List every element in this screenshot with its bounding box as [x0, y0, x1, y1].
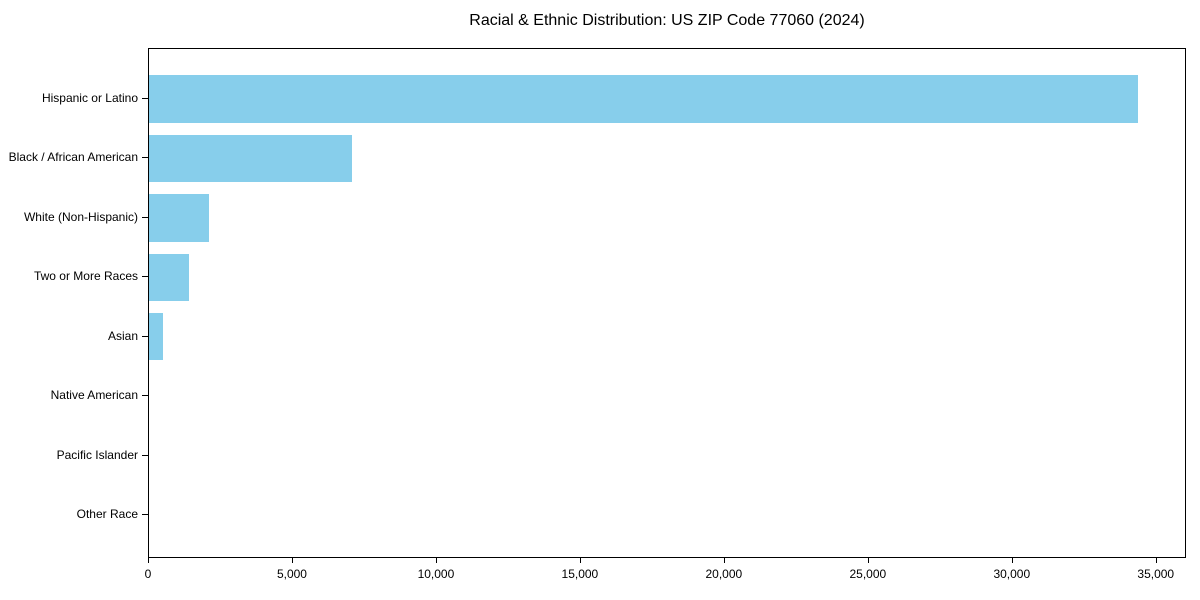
x-tick-label-30-000: 30,000	[993, 567, 1031, 581]
x-tick-mark	[1011, 558, 1013, 563]
y-tick-label-native-american: Native American	[50, 388, 138, 403]
bar-white-non-hispanic	[149, 194, 209, 242]
y-tick-mark	[142, 216, 148, 218]
x-tick-label-10-000: 10,000	[417, 567, 455, 581]
y-tick-label-pacific-islander: Pacific Islander	[56, 447, 138, 462]
x-tick-label-25-000: 25,000	[849, 567, 887, 581]
y-tick-mark	[142, 514, 148, 515]
y-tick-mark	[142, 98, 148, 99]
y-tick-mark	[142, 454, 148, 456]
x-tick-mark	[291, 558, 293, 563]
x-tick-label-0: 0	[144, 567, 152, 581]
y-tick-mark	[142, 157, 148, 159]
y-tick-label-black-african-american: Black / African American	[8, 150, 138, 165]
y-tick-label-two-or-more-races: Two or More Races	[33, 269, 138, 284]
x-tick-label-35-000: 35,000	[1137, 567, 1175, 581]
y-tick-mark	[142, 395, 148, 397]
y-tick-label-hispanic-or-latino: Hispanic or Latino	[41, 91, 138, 105]
y-tick-label-other-race: Other Race	[76, 507, 138, 521]
plot-area	[148, 48, 1186, 558]
x-tick-label-15-000: 15,000	[561, 567, 599, 581]
x-tick-label-20-000: 20,000	[705, 567, 743, 581]
x-tick-mark	[1155, 558, 1157, 563]
chart-title: Racial & Ethnic Distribution: US ZIP Cod…	[469, 12, 865, 29]
x-tick-mark	[148, 558, 149, 563]
bar-asian	[149, 312, 164, 361]
y-tick-mark	[142, 276, 148, 278]
bar-two-or-more-races	[149, 253, 190, 302]
y-tick-label-white-non-hispanic: White (Non-Hispanic)	[23, 209, 138, 224]
x-tick-mark	[579, 558, 581, 563]
y-tick-label-asian: Asian	[107, 328, 138, 343]
x-tick-mark	[867, 558, 869, 563]
y-tick-mark	[142, 335, 148, 337]
bar-hispanic-or-latino	[149, 75, 1139, 123]
bar-black-african-american	[149, 134, 352, 183]
x-tick-label-5-000: 5,000	[276, 567, 307, 581]
x-tick-mark	[723, 558, 725, 563]
x-tick-mark	[435, 558, 437, 563]
